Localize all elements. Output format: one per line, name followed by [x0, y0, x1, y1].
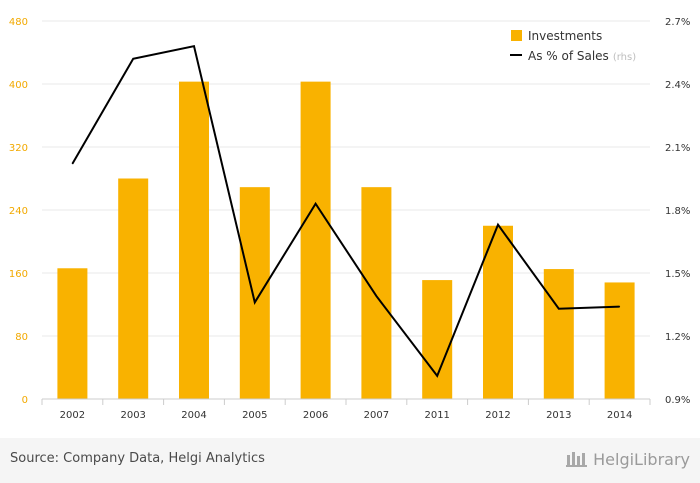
- left-tick-label: 240: [9, 206, 28, 217]
- left-tick-label: 320: [9, 143, 28, 154]
- line-point: [132, 58, 134, 60]
- bars: [57, 81, 635, 399]
- right-tick-label: 1.2%: [665, 332, 690, 343]
- bar: [239, 187, 270, 399]
- line-series: [71, 45, 621, 378]
- bar: [300, 81, 331, 399]
- chart: 0 80 160 240 320 400 480 0.9% 1.2% 1.5% 1.8% 2.1% 2.…: [9, 17, 691, 421]
- legend-investments-swatch: [511, 30, 522, 41]
- x-tick-label: 2013: [546, 410, 571, 421]
- bar: [422, 280, 453, 399]
- line-point: [497, 224, 499, 226]
- right-tick-label: 2.4%: [665, 80, 690, 91]
- line-point: [619, 306, 621, 308]
- bar: [118, 178, 149, 399]
- helgi-logo-icon: [566, 452, 588, 467]
- left-tick-label: 400: [9, 80, 28, 91]
- right-tick-label: 2.7%: [665, 17, 690, 28]
- bar: [604, 282, 635, 399]
- line-point: [558, 308, 560, 310]
- x-tick-label: 2002: [60, 410, 85, 421]
- line-point: [375, 295, 377, 297]
- bar: [483, 225, 513, 399]
- sales-line: [71, 45, 620, 378]
- right-tick-label: 1.5%: [665, 269, 690, 280]
- legend-sales-label-main: As % of Sales: [528, 49, 609, 63]
- left-tick-label: 480: [9, 17, 28, 28]
- right-tick-label: 1.8%: [665, 206, 690, 217]
- right-tick-label: 2.1%: [665, 143, 690, 154]
- line-point: [436, 375, 438, 377]
- x-tick-label: 2004: [181, 410, 206, 421]
- x-tick-label: 2005: [242, 410, 267, 421]
- x-tick-label: 2011: [424, 410, 449, 421]
- x-tick-label: 2012: [485, 410, 510, 421]
- x-tick-label: 2006: [303, 410, 328, 421]
- left-tick-label: 0: [22, 395, 28, 406]
- x-tick-label: 2007: [364, 410, 389, 421]
- left-tick-label: 160: [9, 269, 28, 280]
- legend-sales-label: As % of Sales (rhs): [528, 49, 636, 63]
- line-point: [315, 203, 317, 205]
- line-point: [193, 45, 195, 47]
- bar: [361, 187, 392, 399]
- legend-rhs-suffix: (rhs): [613, 52, 636, 63]
- bar: [543, 269, 574, 399]
- left-tick-label: 80: [15, 332, 28, 343]
- line-point: [254, 301, 256, 303]
- axes: 0 80 160 240 320 400 480 0.9% 1.2% 1.5% 1.8% 2.1% 2.…: [9, 17, 691, 421]
- source-text: Source: Company Data, Helgi Analytics: [10, 451, 265, 466]
- legend-investments-label: Investments: [528, 29, 602, 43]
- line-point: [71, 163, 73, 165]
- bar: [57, 268, 88, 399]
- footer: Source: Company Data, Helgi Analytics He…: [0, 438, 700, 483]
- legend: Investments As % of Sales (rhs): [510, 29, 636, 63]
- brand-name: HelgiLibrary: [593, 449, 690, 469]
- right-tick-label: 0.9%: [665, 395, 690, 406]
- x-tick-label: 2003: [120, 410, 145, 421]
- x-tick-label: 2014: [607, 410, 632, 421]
- brand-logo: HelgiLibrary: [565, 448, 690, 470]
- bar: [179, 81, 209, 399]
